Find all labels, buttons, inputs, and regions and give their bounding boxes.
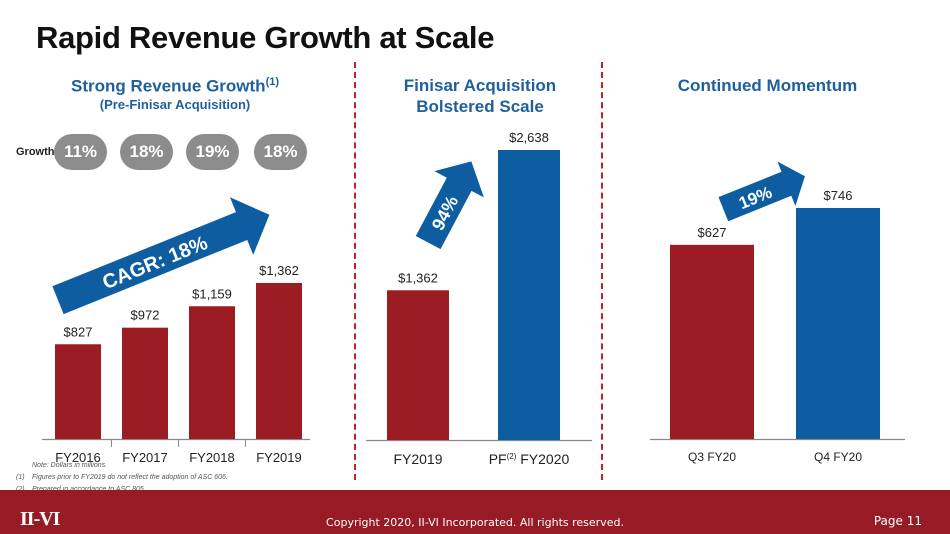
- category-label: Q4 FY20: [814, 450, 862, 464]
- bar: [122, 327, 168, 439]
- data-label: $746: [824, 188, 853, 203]
- category-label: Q3 FY20: [688, 450, 736, 464]
- growth-label: Growth: [16, 146, 55, 158]
- page-number: Page 11: [873, 514, 922, 528]
- section1-title: Strong Revenue Growth(1): [50, 76, 300, 97]
- section2-title-line1: Finisar Acquisition: [403, 76, 557, 95]
- bar: [387, 290, 449, 440]
- section-divider: [601, 62, 603, 480]
- bar: [256, 283, 302, 439]
- chart-momentum: $627 Q3 FY20 $746 Q4 FY20: [650, 188, 905, 464]
- bar: [55, 344, 101, 439]
- acquisition-arrow-shape: [415, 161, 484, 250]
- category-label: FY2016: [55, 450, 101, 465]
- growth-pill: 19%: [186, 134, 239, 170]
- data-label: $627: [698, 225, 727, 240]
- section1-subtitle: (Pre-Finisar Acquisition): [99, 97, 251, 112]
- chart-finisar: $1,362 FY2019 $2,638 PF(2) FY2020: [366, 130, 592, 467]
- growth-pill: 11%: [54, 134, 107, 170]
- footnote: Note: Dollars in millions.: [32, 462, 108, 469]
- section3-title: Continued Momentum: [677, 76, 858, 95]
- data-label: $827: [64, 324, 93, 339]
- bar: [796, 208, 880, 439]
- cagr-arrow: CAGR: 18%: [52, 197, 270, 315]
- category-label: FY2017: [122, 450, 168, 465]
- momentum-arrow-shape: [718, 161, 805, 222]
- copyright-text: Copyright 2020, II-VI Incorporated. All …: [326, 516, 624, 529]
- data-label: $1,362: [398, 270, 438, 285]
- growth-pill: 18%: [254, 134, 307, 170]
- growth-pill: 18%: [120, 134, 173, 170]
- footnote: (2)Prepared in accordance to ASC 805.: [16, 484, 228, 496]
- bar: [189, 306, 235, 439]
- footer-bar: [0, 490, 950, 534]
- company-logo: II-VI: [20, 508, 60, 530]
- data-label: $972: [131, 308, 160, 323]
- category-label: PF(2) FY2020: [489, 451, 570, 467]
- section2-title-line2: Bolstered Scale: [416, 97, 544, 116]
- footnote: (1) Figures prior to FY2019 do not reflec…: [16, 474, 228, 481]
- data-label: $1,159: [192, 286, 232, 301]
- category-label: FY2019: [393, 451, 442, 467]
- bar: [670, 244, 754, 439]
- cagr-arrow-shape: [52, 197, 270, 315]
- data-label: $1,362: [259, 263, 299, 278]
- section1-title-text: Strong Revenue Growth: [70, 76, 266, 96]
- data-label: $2,638: [509, 130, 549, 145]
- section1-title-footnote: (1): [265, 76, 280, 88]
- bar: [498, 150, 560, 440]
- charts-svg: $827 FY2016 $972 FY2017 $1,159 FY2018 $1,362 FY…: [42, 130, 905, 467]
- category-label: FY2019: [256, 450, 302, 465]
- acquisition-arrow: 94%: [415, 161, 484, 250]
- category-label: FY2018: [189, 450, 235, 465]
- section-divider: [354, 62, 356, 480]
- footnotes: Note: Dollars in millions. (1) Figures pr…: [16, 460, 228, 496]
- page-title: Rapid Revenue Growth at Scale: [36, 20, 495, 55]
- chart-pre-finisar: $827 FY2016 $972 FY2017 $1,159 FY2018 $1,362 FY…: [42, 263, 310, 465]
